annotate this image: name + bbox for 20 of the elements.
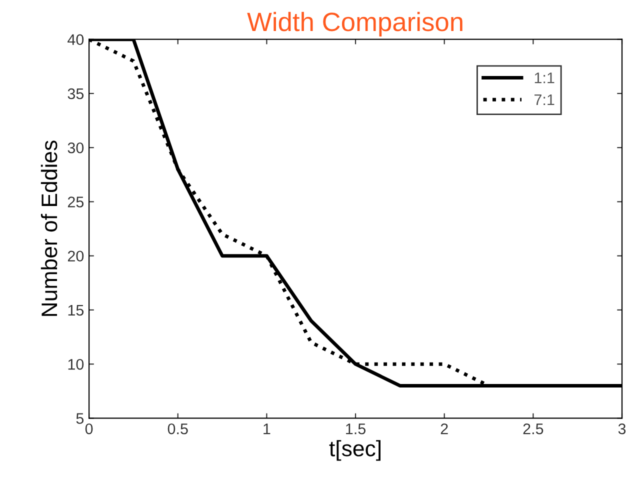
x-tick-label: 0.5 [168,423,188,434]
x-tick-label: 2 [440,423,448,434]
y-tick-label: 35 [68,88,84,100]
x-axis-title: t[sec] [329,440,380,461]
y-tick-label: 20 [68,250,84,262]
y-tick-label: 40 [68,34,84,46]
x-tick-label: 0 [85,423,93,434]
y-tick-label: 10 [68,358,84,370]
y-tick-label: 30 [68,142,84,154]
x-tick-label: 3 [618,423,626,434]
x-tick-label: 1 [264,424,270,434]
x-tick-label: 1.5 [346,424,366,434]
y-axis-title: Number of Eddies [40,140,58,316]
y-tick-label: 15 [68,304,84,316]
legend-label: 1:1 [534,72,554,84]
chart-title: Width Comparison [247,12,462,36]
y-tick-label: 5 [76,413,84,424]
x-tick-label: 2.5 [523,423,544,434]
legend-label: 7:1 [534,94,554,106]
y-tick-label: 25 [68,196,84,208]
